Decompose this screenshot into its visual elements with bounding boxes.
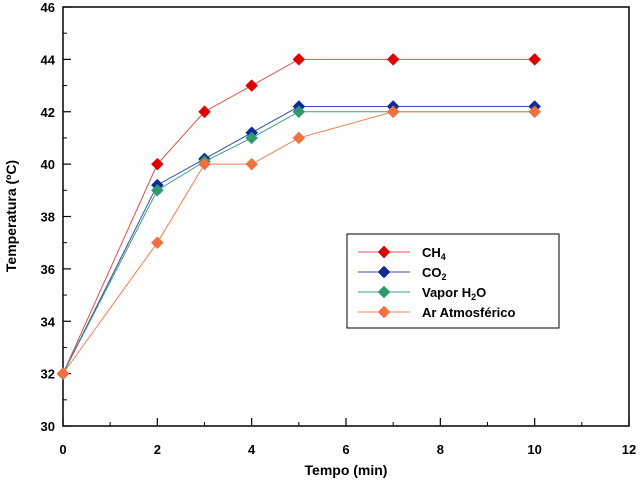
y-axis: 30 32 34 36 38 40 42 44 46 [41, 0, 71, 434]
x-tick-label: 0 [59, 442, 66, 457]
x-tick-label: 2 [154, 442, 161, 457]
y-axis-title: Temperatura (ºC) [3, 160, 19, 272]
data-point [150, 157, 164, 171]
y-tick-label: 44 [41, 52, 56, 67]
data-point [386, 105, 400, 119]
legend-label: CO2 [422, 265, 447, 282]
plot-frame [62, 6, 630, 427]
data-point [528, 105, 542, 119]
x-tick-label: 8 [437, 442, 444, 457]
x-tick-label: 10 [527, 442, 541, 457]
data-point [528, 53, 542, 66]
legend-marker [377, 285, 391, 299]
y-tick-label: 40 [41, 157, 55, 172]
data-point [292, 53, 306, 66]
legend-label: CH4 [422, 245, 446, 262]
y-tick-label: 46 [41, 0, 55, 15]
x-tick-label: 6 [342, 442, 349, 457]
legend: CH4 CO2 Vapor H2O Ar Atmosférico [346, 233, 560, 329]
data-point [150, 183, 164, 197]
legend-label: Ar Atmosférico [422, 305, 515, 320]
data-point [292, 105, 306, 119]
legend-item: Ar Atmosférico [358, 305, 515, 320]
legend-marker [377, 245, 391, 259]
y-tick-label: 38 [41, 210, 55, 225]
data-point [292, 131, 306, 145]
y-tick-label: 42 [41, 105, 55, 120]
data-point [245, 79, 259, 92]
legend-label: Vapor H2O [422, 285, 486, 302]
legend-marker [377, 265, 391, 279]
y-tick-label: 34 [41, 314, 56, 329]
series-3 [56, 105, 542, 380]
series-layer [56, 53, 542, 380]
data-point [386, 53, 400, 66]
legend-item: Vapor H2O [358, 285, 486, 302]
legend-marker [377, 305, 391, 319]
data-point [56, 367, 70, 380]
data-point [245, 157, 259, 171]
data-point [245, 131, 259, 145]
y-tick-label: 30 [41, 419, 55, 434]
x-axis: 0 2 4 6 8 10 12 [59, 418, 636, 457]
data-point [198, 157, 211, 171]
y-tick-label: 32 [41, 367, 55, 382]
legend-item: CO2 [358, 265, 447, 282]
x-axis-title: Tempo (min) [305, 462, 388, 478]
x-tick-label: 12 [622, 442, 636, 457]
x-tick-label: 4 [248, 442, 256, 457]
data-point [198, 105, 211, 119]
data-point [150, 236, 164, 250]
y-tick-label: 36 [41, 262, 55, 277]
legend-item: CH4 [358, 245, 446, 262]
